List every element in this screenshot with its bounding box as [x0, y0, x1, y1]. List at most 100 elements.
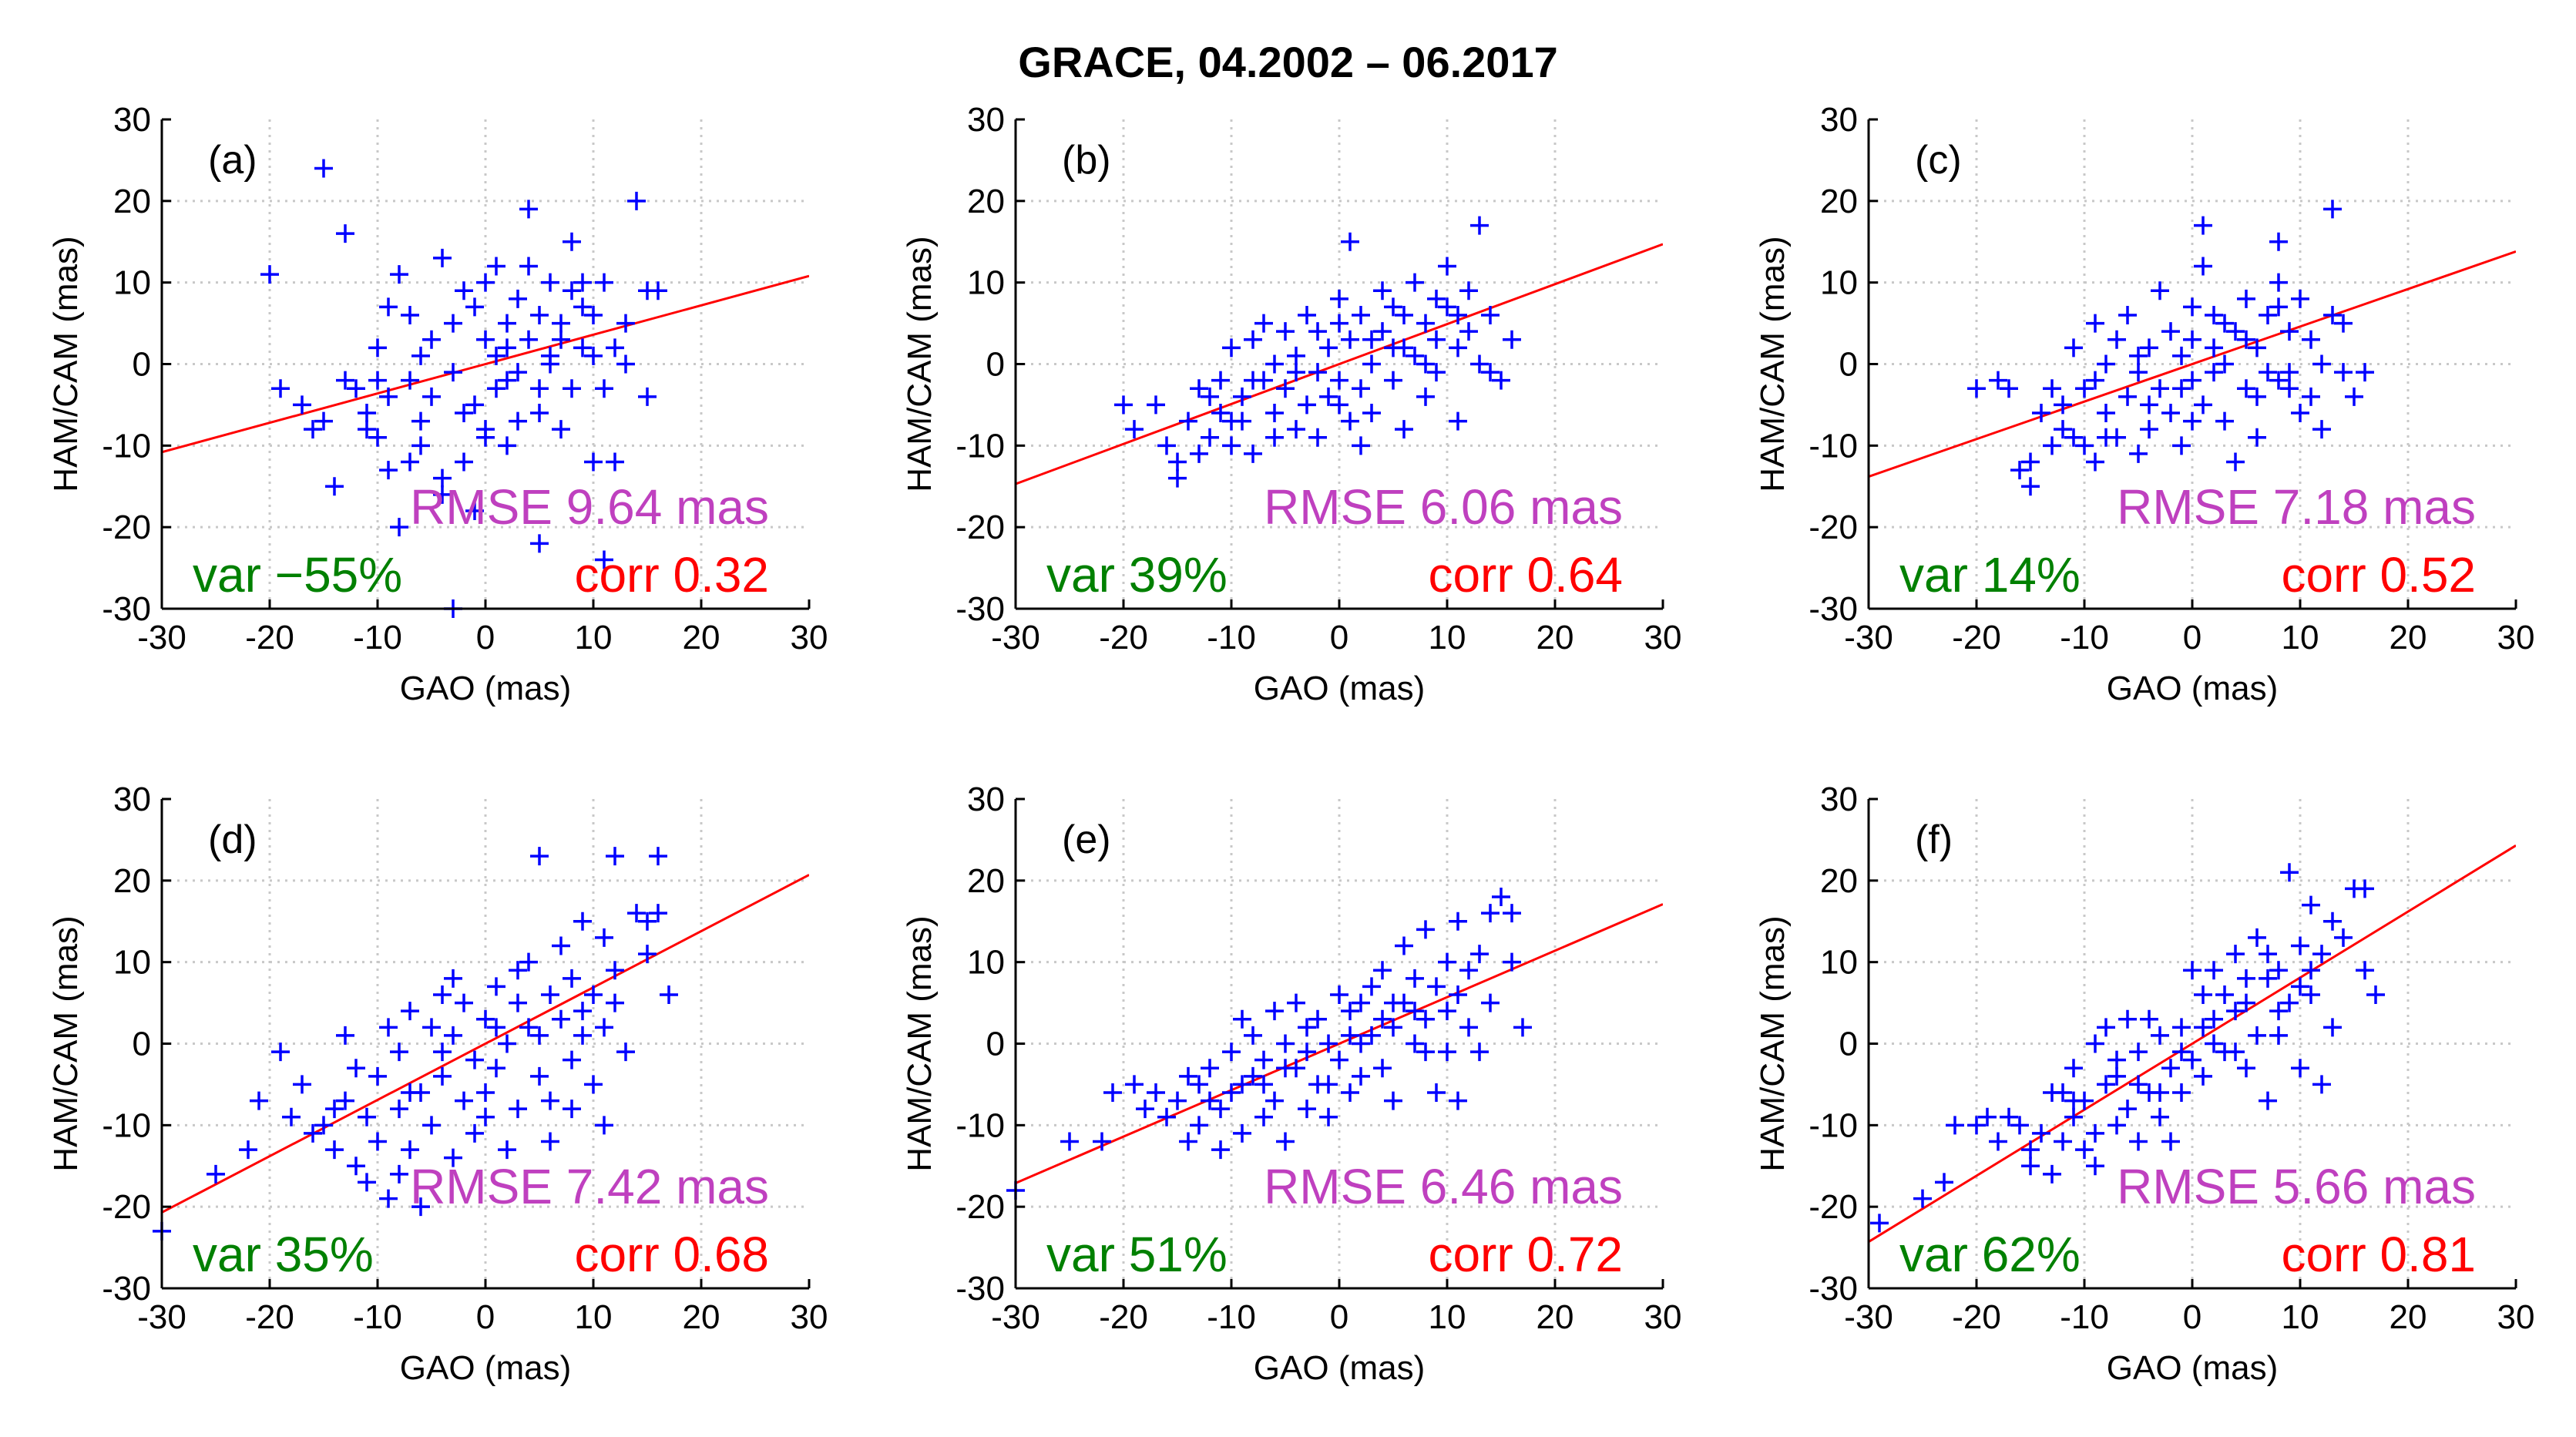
chart-panel: -30 -20 -10 0 10 20 30 -30 -20 -10 0 10 20 30 GAO (mas…: [47, 101, 828, 707]
data-point: [390, 1164, 408, 1184]
data-point: [1449, 912, 1467, 931]
data-point: [1438, 1042, 1456, 1062]
data-point: [1330, 395, 1348, 415]
data-point: [519, 257, 538, 276]
y-axis-label: HAM/CAM (mas): [1754, 915, 1792, 1171]
data-point: [401, 452, 419, 472]
y-tick-label: 10: [113, 264, 151, 302]
data-point: [2107, 330, 2126, 349]
data-point: [433, 1066, 452, 1086]
data-point: [1395, 936, 1413, 955]
x-tick-label: -30: [991, 619, 1040, 656]
data-point: [1978, 1107, 1997, 1126]
data-point: [1449, 338, 1467, 358]
data-point: [2183, 411, 2202, 431]
data-point: [2183, 297, 2202, 317]
y-tick-label: -20: [102, 1188, 151, 1226]
data-point: [541, 985, 559, 1004]
data-point: [2118, 306, 2137, 324]
data-point: [1114, 395, 1133, 415]
data-point: [2291, 936, 2309, 955]
data-point: [1157, 436, 1176, 455]
data-point: [2248, 928, 2266, 947]
data-point: [455, 452, 473, 472]
data-point: [1330, 985, 1348, 1004]
y-tick-label: 30: [967, 781, 1005, 818]
variance-annotation: var 39%: [1046, 547, 1228, 603]
data-point: [1416, 920, 1435, 939]
y-tick-label: -30: [956, 1270, 1005, 1308]
x-tick-label: -20: [1099, 619, 1148, 656]
data-point: [1449, 1091, 1467, 1110]
data-point: [1103, 1083, 1122, 1102]
data-point: [282, 1107, 301, 1126]
data-point: [2302, 895, 2320, 915]
data-point: [2118, 1009, 2137, 1029]
data-point: [1147, 1083, 1165, 1102]
data-point: [1470, 354, 1489, 374]
data-point: [1406, 346, 1424, 365]
data-point: [336, 224, 354, 243]
data-point: [2237, 379, 2255, 398]
data-point: [1254, 314, 1273, 333]
x-tick-label: 0: [1330, 619, 1348, 656]
y-tick-label: 20: [113, 862, 151, 900]
data-point: [1308, 322, 1327, 341]
data-point: [530, 306, 549, 324]
data-point: [2226, 452, 2245, 472]
y-tick-label: 30: [1820, 101, 1858, 139]
data-point: [2194, 1018, 2212, 1037]
data-point: [2032, 1123, 2050, 1143]
data-point: [411, 411, 430, 431]
data-point: [401, 1140, 419, 1160]
data-point: [1341, 1083, 1359, 1102]
data-point: [552, 1009, 570, 1029]
correlation-annotation: corr 0.72: [1428, 1227, 1623, 1282]
data-point: [1384, 371, 1402, 390]
fit-line: [1016, 903, 1663, 1184]
data-point: [422, 387, 441, 406]
data-point: [498, 314, 516, 333]
data-point: [368, 1066, 387, 1086]
data-point: [1416, 1042, 1435, 1062]
data-point: [379, 387, 398, 406]
data-point: [1384, 1091, 1402, 1110]
data-point: [1244, 1026, 1262, 1045]
data-point: [563, 969, 581, 988]
x-tick-label: -10: [1207, 1298, 1256, 1336]
variance-annotation: var 51%: [1046, 1227, 1228, 1282]
x-tick-label: 0: [2183, 1298, 2202, 1336]
data-point: [2194, 1066, 2212, 1086]
data-point: [1330, 1050, 1348, 1069]
data-point: [2291, 977, 2309, 996]
y-tick-label: 30: [1820, 781, 1858, 818]
data-point: [2334, 928, 2353, 947]
x-tick-label: -10: [2060, 619, 2109, 656]
x-tick-label: -30: [1844, 619, 1893, 656]
x-tick-label: 30: [2497, 1298, 2535, 1336]
data-point: [2064, 1107, 2083, 1126]
data-point: [1298, 1100, 1316, 1119]
data-point: [1222, 1083, 1241, 1102]
data-point: [2064, 1059, 2083, 1078]
x-tick-label: 0: [1330, 1298, 1348, 1336]
y-tick-label: -20: [956, 509, 1005, 546]
data-point: [304, 420, 322, 439]
data-point: [1481, 993, 1500, 1012]
data-point: [2183, 1050, 2202, 1069]
data-point: [325, 1100, 344, 1119]
data-point: [2161, 404, 2180, 422]
data-point: [649, 281, 667, 300]
data-point: [1330, 371, 1348, 390]
data-point: [2010, 461, 2029, 480]
data-point: [2043, 1083, 2061, 1102]
data-point: [347, 1059, 365, 1078]
y-tick-label: 30: [967, 101, 1005, 139]
data-point: [2323, 912, 2342, 931]
y-tick-label: 20: [967, 862, 1005, 900]
data-point: [2021, 1140, 2040, 1160]
data-point: [2312, 1075, 2331, 1094]
x-tick-label: 10: [575, 1298, 613, 1336]
data-point: [1201, 387, 1219, 406]
chart-panel: -30 -20 -10 0 10 20 30 -30 -20 -10 0 10 20 30 GAO (mas…: [1754, 101, 2534, 707]
